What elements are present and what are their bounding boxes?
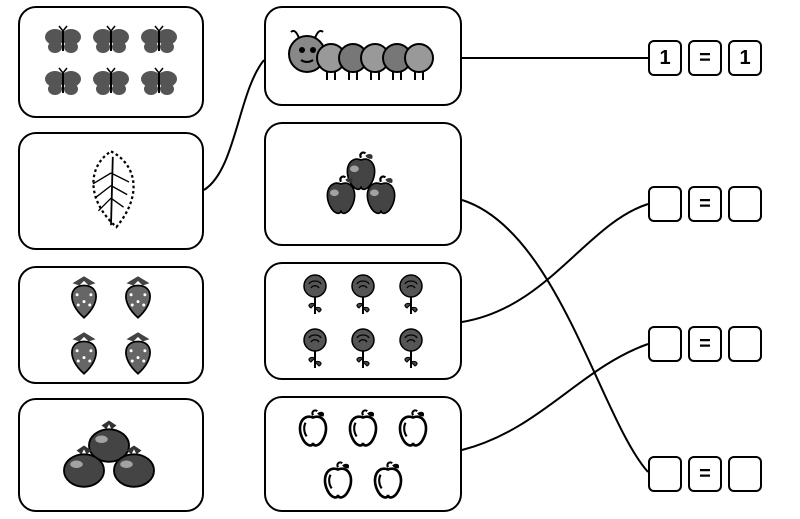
strawberry-icon (61, 274, 107, 320)
eq-equals-box: = (688, 186, 722, 222)
butterfly-icon (91, 67, 131, 99)
eq-left-box[interactable] (648, 186, 682, 222)
eq-right-box[interactable] (728, 456, 762, 492)
tomato-icon (59, 443, 109, 488)
apple-icon (319, 173, 363, 217)
eq-right-box[interactable]: 1 (728, 40, 762, 76)
rose-icon (295, 326, 335, 370)
rose-icon (391, 326, 431, 370)
connector-leaf-caterpillar (204, 60, 264, 190)
eq-right-box[interactable] (728, 326, 762, 362)
card-strawberries (18, 266, 204, 384)
equation-eq4: = (648, 456, 762, 492)
eq-left-box[interactable]: 1 (648, 40, 682, 76)
apple-outline-icon (342, 407, 384, 449)
card-butterflies (18, 6, 204, 118)
apple-icon (359, 173, 403, 217)
caterpillar-icon (283, 24, 443, 88)
rose-icon (391, 272, 431, 316)
eq-left-box[interactable] (648, 326, 682, 362)
tomato-icon (109, 443, 159, 488)
eq-equals-box: = (688, 456, 722, 492)
apple-outline-icon (367, 459, 409, 501)
card-leaf (18, 132, 204, 250)
connector-apples3-eq4 (462, 200, 648, 472)
strawberry-icon (115, 330, 161, 376)
card-tomatoes (18, 398, 204, 512)
eq-equals-box: = (688, 326, 722, 362)
rose-icon (295, 272, 335, 316)
connector-apples5-eq3 (462, 344, 648, 450)
rose-icon (343, 326, 383, 370)
butterfly-icon (43, 67, 83, 99)
equation-eq1: 1 = 1 (648, 40, 762, 76)
apple-outline-icon (292, 407, 334, 449)
leaf-icon (66, 146, 156, 236)
apple-outline-icon (392, 407, 434, 449)
butterfly-icon (43, 25, 83, 57)
butterfly-icon (91, 25, 131, 57)
eq-equals-box: = (688, 40, 722, 76)
strawberry-icon (61, 330, 107, 376)
butterfly-icon (139, 67, 179, 99)
card-apples5 (264, 396, 462, 512)
card-apples3 (264, 122, 462, 246)
card-caterpillar (264, 6, 462, 106)
strawberry-icon (115, 274, 161, 320)
eq-right-box[interactable] (728, 186, 762, 222)
equation-eq2: = (648, 186, 762, 222)
eq-left-box[interactable] (648, 456, 682, 492)
rose-icon (343, 272, 383, 316)
apple-outline-icon (317, 459, 359, 501)
connector-roses6-eq2 (462, 204, 648, 322)
equation-eq3: = (648, 326, 762, 362)
card-roses6 (264, 262, 462, 380)
butterfly-icon (139, 25, 179, 57)
